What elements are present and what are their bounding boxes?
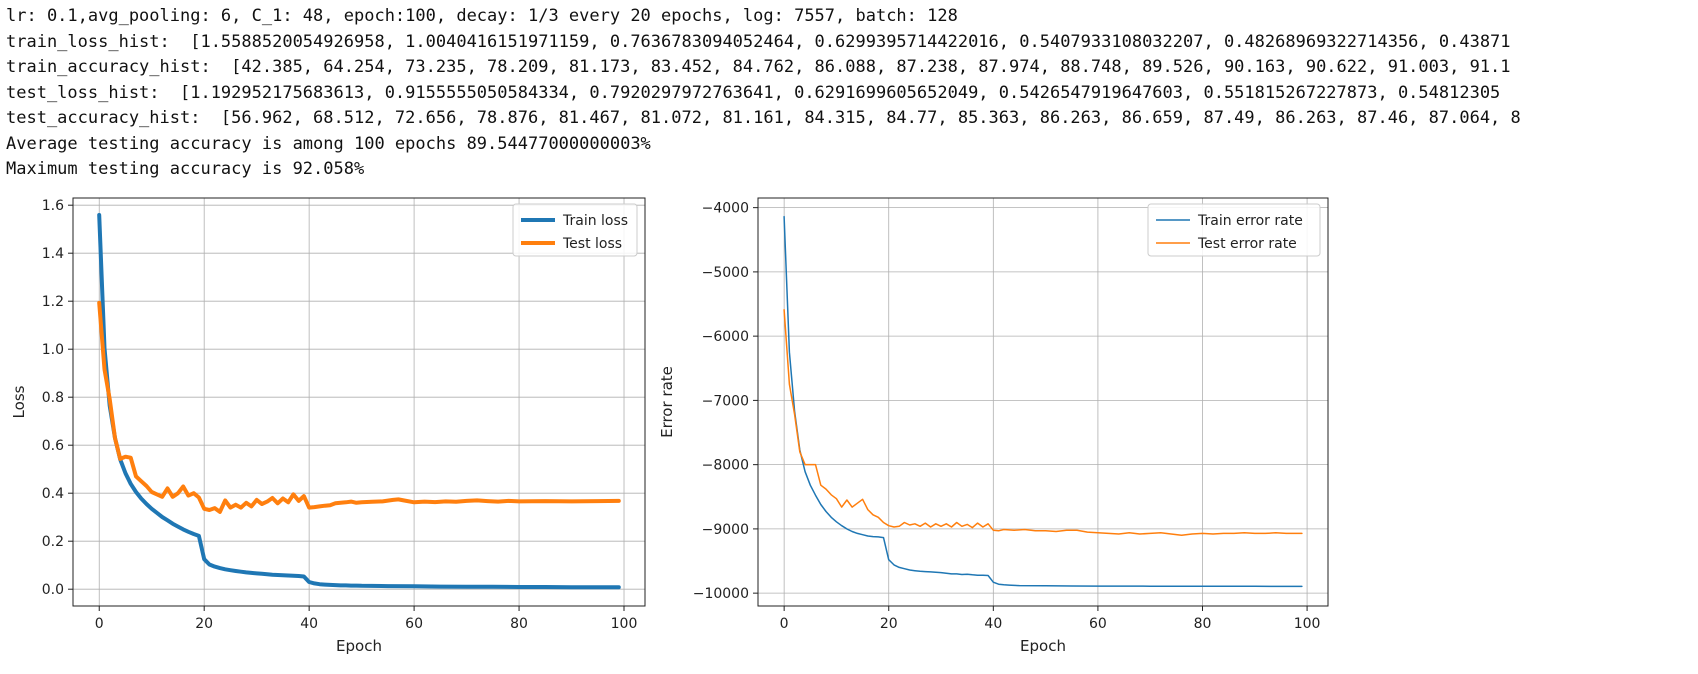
y-tick-label: −10000 <box>693 586 749 602</box>
y-tick-label: 1.4 <box>42 246 64 262</box>
y-axis-label: Loss <box>10 385 28 418</box>
notebook-output: lr: 0.1,avg_pooling: 6, C_1: 48, epoch:1… <box>6 4 1698 183</box>
hyperparameters-line: lr: 0.1,avg_pooling: 6, C_1: 48, epoch:1… <box>6 6 958 26</box>
y-tick-label: −8000 <box>702 458 749 474</box>
train-loss-hist-line: train_loss_hist: [1.5588520054926958, 1.… <box>6 31 1511 52</box>
y-tick-label: 1.0 <box>42 342 64 358</box>
chart-2: 0 20 40 60 80 100 −10000 −9000 −8000 −7000 −6000 −5… <box>658 197 1329 655</box>
x-tick-label: 60 <box>1089 616 1107 632</box>
y-axis-label: Error rate <box>658 366 676 438</box>
y-tick-label: −7000 <box>702 393 749 409</box>
x-tick-label: 20 <box>195 616 213 632</box>
test-accuracy-hist-line: test_accuracy_hist: [56.962, 68.512, 72.… <box>6 108 1521 128</box>
x-axis-label: Epoch <box>1020 637 1066 655</box>
maximum-accuracy-line: Maximum testing accuracy is 92.058% <box>6 159 365 179</box>
figure-canvas: 0 20 40 60 80 100 0.0 0.2 0.4 0.6 0.8 1.0 1.2 1.4 1.6 E… <box>10 197 1329 655</box>
y-tick-label: 0.8 <box>42 390 64 406</box>
x-tick-label: 100 <box>1294 616 1321 632</box>
x-tick-label: 100 <box>611 616 638 632</box>
y-tick-label: −4000 <box>702 201 749 217</box>
x-tick-label: 0 <box>95 616 104 632</box>
legend: Train error rate Test error rate <box>1147 203 1321 257</box>
y-tick-label: 0.0 <box>42 582 64 598</box>
legend-label: Test error rate <box>1197 236 1297 252</box>
y-tick-label: 1.6 <box>42 198 64 214</box>
figure-output: 0 20 40 60 80 100 0.0 0.2 0.4 0.6 0.8 1.0 1.2 1.4 1.6 E… <box>0 180 1698 674</box>
legend-label: Train loss <box>562 213 628 229</box>
x-tick-label: 40 <box>300 616 318 632</box>
y-tick-label: 0.2 <box>42 534 64 550</box>
series-line-2 <box>97 300 621 514</box>
x-tick-label: 20 <box>880 616 898 632</box>
average-accuracy-line: Average testing accuracy is among 100 ep… <box>6 133 651 154</box>
y-tick-label: 0.4 <box>42 486 64 502</box>
plot-frame <box>72 197 646 607</box>
legend-label: Test loss <box>562 236 622 252</box>
y-tick-label: −5000 <box>702 265 749 281</box>
legend-label: Train error rate <box>1197 213 1303 229</box>
y-tick-label: −6000 <box>702 329 749 345</box>
x-tick-label: 60 <box>405 616 423 632</box>
y-tick-label: 1.2 <box>42 294 64 310</box>
test-loss-hist-line: test_loss_hist: [1.192952175683613, 0.91… <box>6 82 1501 103</box>
x-tick-label: 0 <box>780 616 789 632</box>
x-tick-label: 80 <box>1194 616 1212 632</box>
x-tick-label: 40 <box>984 616 1002 632</box>
x-tick-label: 80 <box>510 616 528 632</box>
series-line-1 <box>783 215 1303 588</box>
y-tick-label: 0.6 <box>42 438 64 454</box>
x-axis-label: Epoch <box>336 637 382 655</box>
train-accuracy-hist-line: train_accuracy_hist: [42.385, 64.254, 73… <box>6 57 1511 77</box>
series-line-1 <box>97 213 621 590</box>
y-tick-label: −9000 <box>702 522 749 538</box>
legend: Train loss Test loss <box>512 203 638 257</box>
plot-frame <box>757 197 1329 607</box>
legend-box <box>1147 203 1321 257</box>
chart-1: 0 20 40 60 80 100 0.0 0.2 0.4 0.6 0.8 1.0 1.2 1.4 1.6 E… <box>10 197 646 655</box>
series-line-2 <box>783 309 1303 537</box>
